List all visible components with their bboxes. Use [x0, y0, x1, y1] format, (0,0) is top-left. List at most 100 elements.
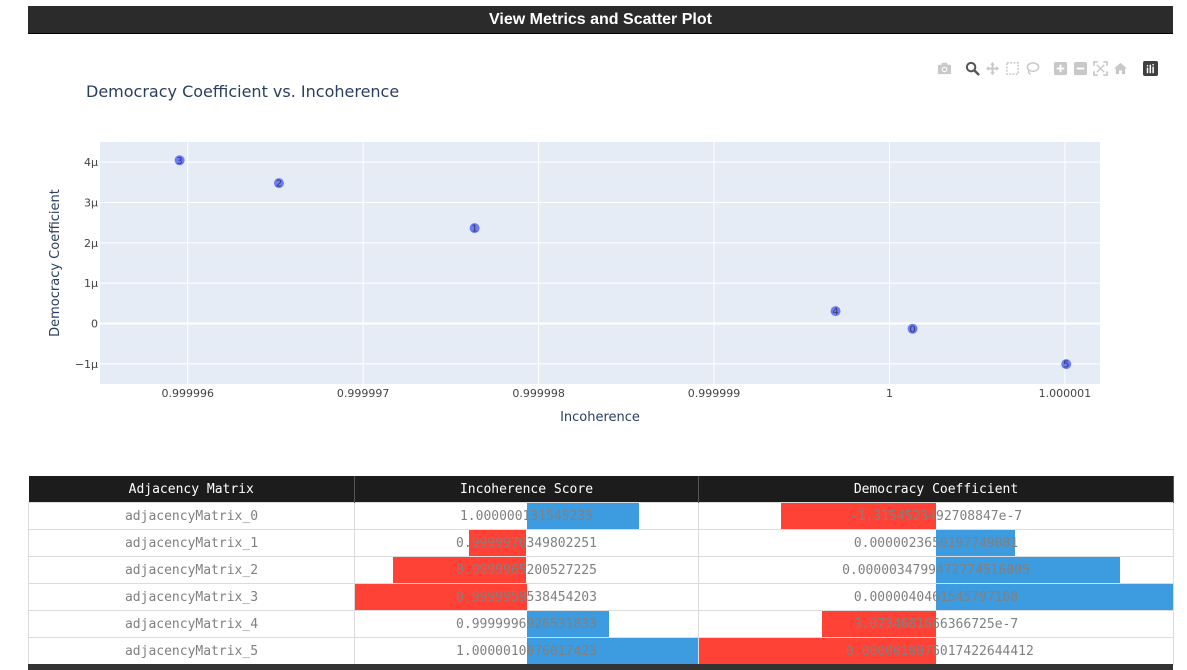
positive-value-bar [526, 611, 609, 637]
table-row[interactable]: adjacencyMatrix_3 0.9999959538454203 0.000… [28, 583, 1174, 611]
zoom-out-icon[interactable] [1071, 59, 1089, 77]
incoherence-score-cell: 1.000000131545235 [354, 502, 699, 530]
y-tick-label: 0 [91, 318, 98, 331]
table-footer-bar [28, 664, 1173, 670]
x-tick-label: 1 [886, 387, 893, 400]
column-header-incoherence-score[interactable]: Incoherence Score [354, 476, 699, 503]
negative-value-bar [699, 638, 936, 664]
negative-value-bar [355, 584, 527, 610]
table-row[interactable]: adjacencyMatrix_0 1.000000131545235 -1.315… [28, 502, 1174, 530]
y-tick-label: 1μ [84, 277, 98, 290]
negative-value-bar [822, 611, 936, 637]
scatter-point-label: 2 [276, 179, 282, 190]
adjacency-matrix-cell: adjacencyMatrix_2 [28, 556, 355, 584]
y-tick-label: −1μ [75, 358, 98, 371]
negative-value-bar [393, 557, 527, 583]
incoherence-score-cell: 0.9999959538454203 [354, 583, 699, 611]
plot-area[interactable] [100, 142, 1100, 384]
adjacency-matrix-cell: adjacencyMatrix_4 [28, 610, 355, 638]
metrics-table: Adjacency Matrix Incoherence Score Democ… [28, 476, 1174, 665]
adjacency-matrix-cell: adjacencyMatrix_3 [28, 583, 355, 611]
democracy-coefficient-cell: 3.0734681666366725e-7 [698, 610, 1174, 638]
y-tick-label: 2μ [84, 237, 98, 250]
negative-value-bar [781, 503, 936, 529]
autoscale-icon[interactable] [1091, 59, 1109, 77]
democracy-coefficient-cell: -0.0000010076017422644412 [698, 637, 1174, 665]
positive-value-bar [936, 530, 1016, 556]
scatter-point[interactable]: 0 [907, 323, 918, 336]
cell-value: 3.0734681666366725e-7 [853, 616, 1019, 632]
pan-icon[interactable] [983, 59, 1001, 77]
cell-value: 0.0000034799472774516005 [842, 562, 1030, 578]
scatter-point-label: 5 [1063, 360, 1069, 371]
y-tick-label: 4μ [84, 156, 98, 169]
zoom-in-icon[interactable] [1051, 59, 1069, 77]
scatter-marker[interactable] [174, 155, 185, 166]
scatter-point-label: 0 [909, 324, 915, 335]
adjacency-matrix-cell: adjacencyMatrix_1 [28, 529, 355, 557]
cell-value: 0.9999976349802251 [456, 535, 597, 551]
cell-value: 0.0000040461545797168 [853, 589, 1019, 605]
zoom-icon[interactable] [963, 59, 981, 77]
x-tick-label: 0.999997 [337, 387, 390, 400]
democracy-coefficient-cell: 0.0000040461545797168 [698, 583, 1174, 611]
x-tick-label: 0.999999 [688, 387, 741, 400]
scatter-point[interactable]: 4 [830, 306, 841, 318]
box-select-icon[interactable] [1003, 59, 1021, 77]
scatter-marker[interactable] [907, 323, 918, 334]
table-row[interactable]: adjacencyMatrix_1 0.9999976349802251 0.000… [28, 529, 1174, 557]
table-header-row: Adjacency Matrix Incoherence Score Democ… [28, 476, 1174, 503]
scatter-marker[interactable] [469, 223, 480, 234]
y-tick-label: 3μ [84, 197, 98, 210]
cell-value: 0.9999965200527225 [456, 562, 597, 578]
table-row[interactable]: adjacencyMatrix_4 0.9999996926531833 3.073… [28, 610, 1174, 638]
table-row[interactable]: adjacencyMatrix_2 0.9999965200527225 0.000… [28, 556, 1174, 584]
democracy-coefficient-cell: 0.0000034799472774516005 [698, 556, 1174, 584]
scatter-point[interactable]: 2 [273, 178, 284, 190]
plotly-logo-icon[interactable] [1141, 59, 1159, 77]
positive-value-bar [526, 638, 698, 664]
scatter-marker[interactable] [273, 178, 284, 189]
lasso-select-icon[interactable] [1023, 59, 1041, 77]
scatter-chart: 0.999996 0.999997 0.999998 0.999999 1 1.00000… [48, 142, 1100, 425]
scatter-point[interactable]: 3 [174, 155, 185, 167]
incoherence-score-cell: 1.0000010076017423 [354, 637, 699, 665]
democracy-coefficient-cell: 0.0000023650197749081 [698, 529, 1174, 557]
cell-value: -0.0000010076017422644412 [838, 643, 1034, 659]
cell-value: 0.9999996926531833 [456, 616, 597, 632]
column-header-democracy-coefficient[interactable]: Democracy Coefficient [698, 476, 1174, 503]
x-tick-label: 0.999998 [512, 387, 565, 400]
chart-modebar [935, 59, 1161, 77]
scatter-point[interactable]: 5 [1061, 359, 1072, 371]
chart-title: Democracy Coefficient vs. Incoherence [86, 82, 400, 101]
negative-value-bar [469, 530, 527, 556]
scatter-point-label: 3 [176, 156, 182, 167]
adjacency-matrix-cell: adjacencyMatrix_5 [28, 637, 355, 665]
scatter-point-label: 4 [832, 307, 838, 318]
table-row[interactable]: adjacencyMatrix_5 1.0000010076017423 -0.00… [28, 637, 1174, 665]
page-header: View Metrics and Scatter Plot [28, 6, 1173, 34]
incoherence-score-cell: 0.9999965200527225 [354, 556, 699, 584]
positive-value-bar [526, 503, 639, 529]
scatter-point[interactable]: 1 [469, 223, 480, 235]
scatter-marker[interactable] [830, 306, 841, 317]
cell-value: 0.0000023650197749081 [853, 535, 1019, 551]
camera-icon[interactable] [935, 59, 953, 77]
cell-value: 1.000000131545235 [459, 508, 594, 524]
adjacency-matrix-cell: adjacencyMatrix_0 [28, 502, 355, 530]
positive-value-bar [936, 584, 1173, 610]
incoherence-score-cell: 0.9999976349802251 [354, 529, 699, 557]
incoherence-score-cell: 0.9999996926531833 [354, 610, 699, 638]
x-tick-label: 0.999996 [161, 387, 214, 400]
positive-value-bar [936, 557, 1120, 583]
y-axis-label: Democracy Coefficient [48, 189, 63, 337]
page-title: View Metrics and Scatter Plot [489, 10, 712, 28]
scatter-marker[interactable] [1061, 359, 1072, 370]
reset-axes-icon[interactable] [1111, 59, 1129, 77]
democracy-coefficient-cell: -1.3154523492708847e-7 [698, 502, 1174, 530]
cell-value: -1.3154523492708847e-7 [849, 508, 1023, 524]
column-header-adjacency-matrix[interactable]: Adjacency Matrix [28, 476, 355, 503]
cell-value: 1.0000010076017423 [456, 643, 597, 659]
x-axis-label: Incoherence [560, 410, 640, 425]
x-tick-label: 1.000001 [1039, 387, 1092, 400]
